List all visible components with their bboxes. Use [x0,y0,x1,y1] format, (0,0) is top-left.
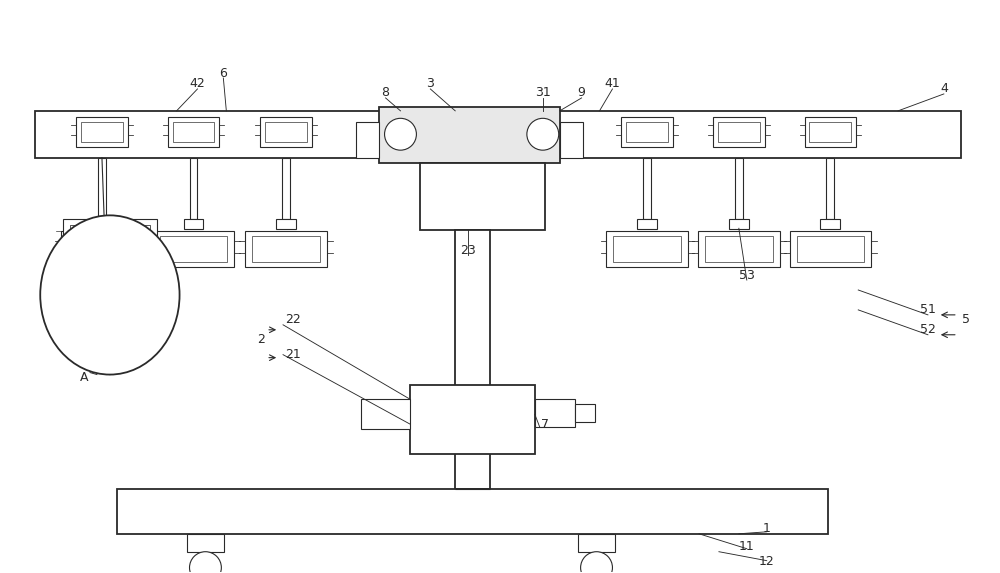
Text: 22: 22 [285,313,301,327]
Bar [70,225,150,255]
Bar [61,231,143,267]
Bar [410,384,535,454]
Circle shape [581,552,612,573]
Ellipse shape [40,215,180,375]
Bar [805,117,856,147]
Text: 9: 9 [578,87,586,100]
Bar [245,231,327,267]
Bar [35,111,961,158]
Bar [98,158,106,219]
Bar [68,236,136,262]
Bar [63,306,157,333]
Bar [797,236,864,262]
Bar [252,236,320,262]
Text: 2: 2 [257,333,265,346]
Bar [100,291,120,299]
Text: 5: 5 [962,313,970,327]
Circle shape [190,552,221,573]
Bar [826,158,834,219]
Bar [187,534,224,552]
Bar [356,122,379,158]
Bar [809,122,851,142]
Bar [621,117,673,147]
Bar [276,219,296,229]
Bar [643,158,651,219]
Bar [713,117,765,147]
Bar [190,158,197,219]
Text: 51: 51 [920,303,936,316]
Bar [117,489,828,534]
Bar [265,122,307,142]
Circle shape [527,118,559,150]
Bar [153,231,234,267]
Text: 7: 7 [541,418,549,431]
Circle shape [385,118,416,150]
Bar [173,122,214,142]
Text: 11: 11 [739,540,755,554]
Bar [718,122,760,142]
Bar [55,300,165,340]
Bar [92,219,112,229]
Bar [81,122,123,142]
Bar [735,158,743,219]
Bar [613,236,681,262]
Bar [535,399,575,427]
Text: 21: 21 [285,348,301,361]
Text: 12: 12 [759,555,775,568]
Bar [578,534,615,552]
Bar [455,449,490,489]
Text: 41: 41 [605,77,620,91]
Text: 31: 31 [535,87,551,100]
Bar [790,231,871,267]
Bar [575,405,595,422]
Bar [698,231,780,267]
Bar [379,107,560,163]
Bar [729,219,749,229]
Text: 3: 3 [426,77,434,91]
Bar [160,236,227,262]
Text: 52: 52 [920,323,936,336]
Bar [260,117,312,147]
Bar [626,122,668,142]
Bar [361,399,410,429]
Text: A: A [80,371,88,384]
Bar [63,219,157,261]
Text: 23: 23 [460,244,476,257]
Bar [606,231,688,267]
Bar [282,158,290,219]
Text: 4: 4 [940,83,948,96]
Text: 6: 6 [219,66,227,80]
Text: 53: 53 [739,269,755,281]
Bar [184,219,203,229]
Text: 1: 1 [763,523,771,535]
Bar [168,117,219,147]
Text: 42: 42 [190,77,205,91]
Bar [705,236,773,262]
Bar [455,230,490,390]
Bar [560,122,583,158]
Text: 8: 8 [382,87,390,100]
Bar [637,219,657,229]
Bar [820,219,840,229]
Bar [76,117,128,147]
Bar [420,163,545,230]
